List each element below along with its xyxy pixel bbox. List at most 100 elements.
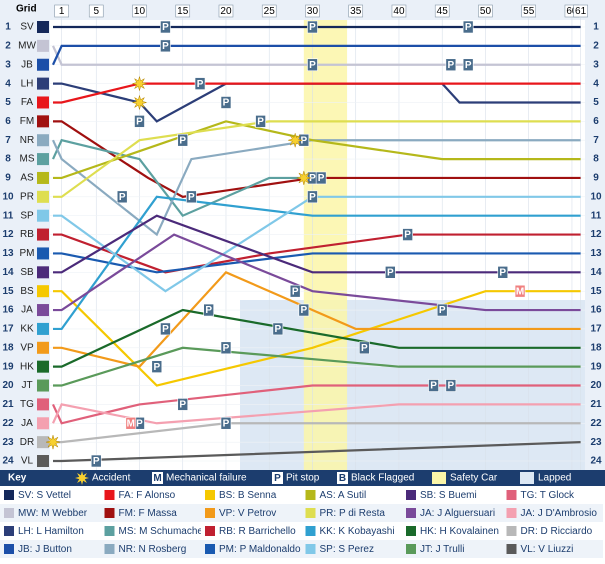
mechanical-failure [514, 284, 526, 298]
pit-stop-symbol: P [318, 173, 325, 184]
mechanical-failure [125, 416, 137, 430]
lap-tick-label: 61 [575, 6, 587, 17]
key-code: JT [420, 544, 431, 555]
driver-line [53, 290, 581, 387]
lap-tick-box [88, 4, 104, 18]
pit-stop [160, 39, 171, 53]
lap-tick-box [175, 4, 191, 18]
key-color [406, 526, 416, 536]
pit-stop-symbol: P [223, 418, 230, 429]
key-mechanical: Mechanical failure [166, 473, 247, 484]
position-label: 12 [2, 229, 14, 240]
key-driver: SV: S Vettel [18, 490, 71, 501]
grid-driver-code: RB [20, 229, 34, 240]
position-label: 2 [5, 41, 11, 52]
key-name: M Webber [41, 508, 88, 519]
key-code: HK [420, 526, 434, 537]
driver-line [52, 384, 581, 425]
position-label: 16 [2, 305, 14, 316]
pit-stop-symbol: P [430, 381, 437, 392]
key-color [406, 490, 416, 500]
position-label: 20 [2, 380, 14, 391]
driver-line [53, 120, 581, 198]
key-cell [100, 522, 201, 540]
key-code: MW [18, 508, 36, 519]
pit-stop [134, 115, 145, 128]
pit-stop-symbol: P [188, 192, 195, 203]
driver-line [52, 403, 581, 425]
key-code: BS [219, 490, 233, 501]
pit-stop-symbol: P [309, 22, 316, 33]
position-label: 1 [5, 22, 11, 33]
grid-driver-color [37, 209, 49, 222]
key-cell [201, 504, 302, 522]
grid-driver-code: PR [20, 191, 34, 202]
key-name: N Rosberg [139, 544, 187, 555]
key-name: V Petrov [238, 508, 276, 519]
lap-tick-label: 10 [134, 6, 146, 17]
position-label-right: 10 [590, 191, 602, 202]
key-driver: JA: J D'Ambrosio [521, 508, 598, 519]
pit-stop-symbol: P [119, 192, 126, 203]
lap-tick-label: 30 [307, 6, 319, 17]
key-name: F Alonso [136, 490, 175, 501]
driver-line [53, 120, 581, 198]
pit-stop-symbol: P [309, 192, 316, 203]
pit-stop-symbol: P [309, 173, 316, 184]
key-driver: JT: J Trulli [420, 544, 464, 555]
pit-stop [436, 303, 448, 317]
lap-tick-box [573, 4, 588, 18]
position-label-right: 18 [590, 342, 602, 353]
key-cell [301, 540, 402, 558]
lap-tick-label: 20 [220, 6, 232, 17]
lap-tick-box [132, 4, 147, 18]
lap-tick-label: 50 [480, 6, 492, 17]
grid-driver-color [37, 379, 49, 392]
position-label: 9 [5, 173, 11, 184]
key-cell [301, 522, 402, 540]
key-code: MS [119, 526, 134, 537]
key-color [205, 508, 215, 518]
key-lapped-icon [520, 472, 534, 484]
key-driver: KK: K Kobayashi [320, 526, 395, 537]
position-label-right: 20 [590, 380, 602, 391]
key-code: VP [219, 508, 233, 519]
key-driver: PM: P Maldonaldo [219, 544, 301, 555]
grid-driver-color [37, 228, 49, 241]
grid-driver-color [37, 455, 49, 468]
right-panel [585, 0, 605, 470]
position-label: 22 [2, 418, 14, 429]
key-code: DR [521, 526, 535, 537]
position-label-right: 16 [590, 305, 602, 316]
grid-driver-code: SB [20, 267, 34, 278]
position-label: 19 [2, 361, 14, 372]
driver-line [53, 252, 581, 274]
position-label-right: 23 [590, 437, 602, 448]
key-color [104, 544, 115, 554]
key-driver: SP: S Perez [320, 544, 374, 555]
key-cell [502, 504, 603, 522]
grid-driver-color [37, 247, 49, 260]
pit-stop [298, 303, 310, 317]
key-color [305, 544, 316, 554]
grid-driver-color [37, 77, 49, 90]
pit-stop-symbol: P [361, 343, 368, 354]
position-label: 13 [2, 248, 14, 259]
key-name: A Sutil [338, 490, 366, 501]
key-name: M Schumacher [139, 526, 207, 537]
key-driver: MS: M Schumacher [119, 526, 207, 537]
driver-line [52, 138, 304, 218]
position-label-right: 7 [593, 135, 599, 146]
lap-tick-box [54, 4, 69, 18]
key-black: Black Flagged [351, 473, 414, 484]
key-code: JA [420, 508, 432, 519]
key-code: TG [521, 490, 535, 501]
grid-driver-color [37, 39, 49, 52]
key-color [4, 544, 14, 554]
lap-tick-label: 55 [523, 6, 535, 17]
key-color [506, 526, 517, 536]
pit-stop-symbol: P [439, 305, 446, 316]
key-color [4, 526, 14, 536]
grid-driver-code: KK [20, 324, 34, 335]
pit-stop-symbol: P [197, 79, 204, 90]
